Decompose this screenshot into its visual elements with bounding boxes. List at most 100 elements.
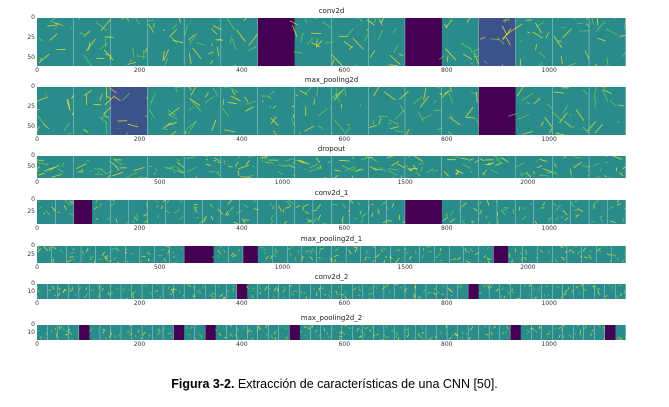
- feature-map-tile: [373, 325, 385, 340]
- feature-map-tile: [478, 87, 516, 135]
- feature-map-tile: [184, 246, 199, 263]
- feature-map-tile: [596, 246, 612, 263]
- feature-map-tile: [294, 200, 314, 224]
- feature-map-tile: [373, 284, 385, 299]
- feature-map-tile: [589, 200, 608, 224]
- feature-map-tile: [441, 156, 479, 178]
- feature-map-tile: [129, 200, 148, 224]
- feature-map-tile: [140, 246, 155, 263]
- feature-map-tile: [100, 284, 111, 299]
- feature-map-tile: [405, 156, 442, 178]
- y-tick-label: 50: [27, 54, 35, 61]
- feature-map-tile: [570, 200, 590, 224]
- feature-map-tile: [272, 246, 288, 263]
- feature-map-tile: [299, 284, 311, 299]
- feature-map-tile: [294, 87, 332, 135]
- x-tick-label: 0: [35, 225, 39, 232]
- feature-map-tile: [515, 18, 553, 66]
- feature-map-tile: [268, 284, 279, 299]
- feature-map-strip: [37, 200, 626, 224]
- feature-map-tile: [294, 156, 332, 178]
- x-tick-label: 800: [441, 67, 453, 74]
- feature-map-tile: [434, 246, 450, 263]
- feature-map-tile: [405, 246, 420, 263]
- feature-map-tile: [163, 284, 174, 299]
- x-tick-label: 1000: [541, 67, 557, 74]
- feature-map-tile: [37, 325, 48, 340]
- feature-map-tile: [499, 325, 511, 340]
- feature-map-tile: [441, 87, 479, 135]
- feature-map-tile: [37, 246, 52, 263]
- feature-map-tile: [92, 200, 111, 224]
- x-tick-label: 0: [35, 264, 39, 271]
- feature-map-tile: [221, 18, 258, 66]
- feature-map-tile: [360, 246, 376, 263]
- y-tick-label: 0: [31, 321, 35, 328]
- feature-map-tile: [520, 284, 532, 299]
- feature-map-tile: [447, 325, 458, 340]
- feature-map-tile: [79, 325, 90, 340]
- feature-map-tile: [110, 87, 148, 135]
- feature-map-tile: [184, 156, 222, 178]
- feature-map-tile: [533, 200, 553, 224]
- feature-map-tile: [331, 156, 369, 178]
- feature-map-tile: [573, 284, 584, 299]
- feature-map-tile: [589, 18, 626, 66]
- panel-title: max_pooling2d_1: [300, 235, 363, 243]
- feature-map-tile: [257, 246, 273, 263]
- feature-map-tile: [147, 200, 166, 224]
- feature-map-tile: [243, 246, 258, 263]
- feature-map-tile: [583, 284, 595, 299]
- feature-map-tile: [152, 325, 164, 340]
- feature-map-tile: [449, 246, 465, 263]
- feature-map-tile: [405, 87, 442, 135]
- feature-map-tile: [110, 284, 122, 299]
- feature-map-tile: [169, 246, 185, 263]
- feature-map-tile: [142, 325, 153, 340]
- feature-map-strip: [37, 87, 626, 135]
- feature-map-tile: [611, 246, 626, 263]
- feature-map-tile: [165, 200, 185, 224]
- feature-map-tile: [368, 18, 406, 66]
- feature-map-tile: [173, 284, 185, 299]
- feature-map-tile: [581, 246, 597, 263]
- x-tick-label: 0: [35, 300, 39, 307]
- y-tick-label: 25: [27, 250, 35, 258]
- panel-title: max_pooling2d: [304, 76, 359, 84]
- feature-map-tile: [184, 284, 195, 299]
- y-tick-label: 0: [31, 152, 35, 159]
- feature-map-tile: [213, 246, 229, 263]
- feature-map-tile: [73, 156, 111, 178]
- feature-map-tile: [221, 200, 240, 224]
- feature-map-tile: [368, 200, 387, 224]
- feature-map-tile: [331, 246, 347, 263]
- x-tick-label: 800: [441, 136, 453, 143]
- feature-map-tile: [363, 325, 374, 340]
- x-tick-label: 200: [133, 225, 146, 232]
- y-tick-label: 10: [27, 287, 35, 295]
- feature-map-tile: [184, 18, 222, 66]
- x-tick-label: 400: [236, 341, 248, 348]
- x-tick-label: 600: [338, 341, 351, 348]
- x-tick-label: 0: [35, 341, 39, 348]
- feature-map-tile: [257, 200, 277, 224]
- feature-map-tile: [552, 156, 590, 178]
- panel-title: conv2d_2: [314, 273, 349, 281]
- feature-map-tile: [541, 284, 553, 299]
- feature-map-tile: [198, 246, 214, 263]
- feature-map-tile: [589, 156, 626, 178]
- feature-map-tile: [163, 325, 174, 340]
- feature-map-tile: [510, 284, 521, 299]
- panel-title: conv2d: [318, 7, 345, 15]
- feature-map-tile: [436, 284, 448, 299]
- x-tick-label: 1000: [541, 136, 557, 143]
- feature-map-tile: [142, 284, 153, 299]
- x-tick-label: 200: [133, 136, 146, 143]
- x-tick-label: 1000: [541, 225, 557, 232]
- feature-map-tile: [215, 325, 227, 340]
- feature-map-tile: [423, 200, 442, 224]
- feature-map-tile: [289, 284, 300, 299]
- feature-map-tile: [184, 87, 222, 135]
- feature-map-tile: [375, 246, 391, 263]
- feature-map-tile: [221, 87, 258, 135]
